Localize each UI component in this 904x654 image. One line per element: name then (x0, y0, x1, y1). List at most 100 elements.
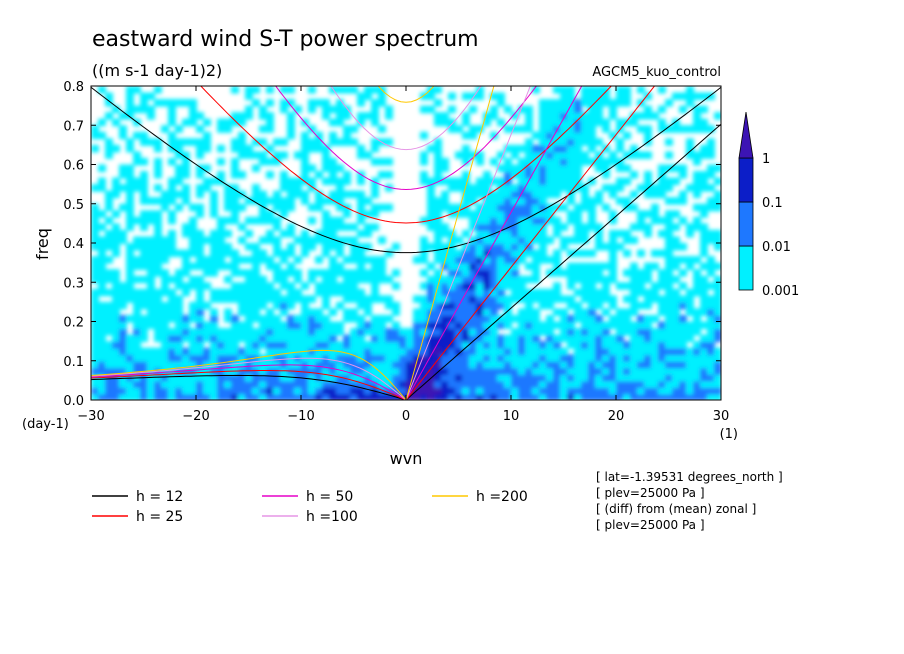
power-cell (525, 301, 533, 310)
power-cell (714, 236, 721, 244)
power-cell (553, 125, 561, 133)
power-cell (707, 367, 715, 375)
power-cell (98, 275, 106, 284)
power-cell (686, 360, 694, 369)
power-cell (329, 164, 337, 173)
power-cell (707, 171, 715, 179)
power-cell (308, 367, 316, 375)
power-cell (420, 177, 428, 186)
power-cell (546, 341, 554, 349)
power-cell (259, 125, 267, 133)
power-cell (462, 171, 470, 179)
power-cell (567, 190, 575, 199)
power-cell (714, 243, 721, 251)
power-cell (693, 112, 701, 120)
power-cell (322, 223, 330, 231)
power-cell (511, 210, 519, 218)
power-cell (511, 256, 519, 264)
power-cell (490, 354, 498, 362)
power-cell (504, 360, 512, 369)
power-cell (490, 203, 498, 212)
power-cell (469, 308, 477, 316)
power-cell (357, 288, 365, 297)
power-cell (203, 347, 211, 356)
power-cell (518, 347, 526, 356)
power-cell (469, 197, 477, 205)
power-cell (546, 295, 554, 303)
power-cell (441, 314, 449, 323)
power-cell (182, 184, 190, 192)
power-cell (98, 249, 106, 258)
power-cell (483, 314, 491, 323)
power-cell (616, 328, 624, 336)
power-cell (546, 373, 554, 382)
power-cell (91, 144, 99, 153)
power-cell (133, 341, 141, 349)
power-cell (385, 334, 393, 343)
power-cell (91, 216, 99, 225)
power-cell (112, 249, 120, 258)
power-cell (175, 354, 183, 362)
power-cell (483, 249, 491, 258)
power-cell (252, 282, 260, 290)
power-cell (518, 125, 526, 133)
power-cell (497, 373, 505, 382)
power-cell (665, 269, 673, 277)
power-cell (231, 360, 239, 369)
power-cell (427, 295, 435, 303)
power-cell (126, 295, 134, 303)
power-cell (147, 295, 155, 303)
power-cell (504, 386, 512, 395)
power-cell (581, 393, 589, 400)
power-cell (462, 112, 470, 120)
power-cell (644, 171, 652, 179)
power-cell (497, 282, 505, 290)
power-cell (140, 262, 148, 271)
power-cell (574, 236, 582, 244)
power-cell (560, 360, 568, 369)
power-cell (686, 125, 694, 133)
power-cell (294, 328, 302, 336)
power-cell (350, 373, 358, 382)
power-cell (420, 295, 428, 303)
power-cell (637, 393, 645, 400)
power-cell (490, 360, 498, 369)
power-cell (378, 334, 386, 343)
power-cell (441, 229, 449, 238)
power-cell (469, 347, 477, 356)
power-cell (371, 157, 379, 166)
power-cell (511, 190, 519, 199)
power-cell (462, 341, 470, 349)
power-cell (476, 151, 484, 159)
power-cell (385, 203, 393, 212)
power-cell (273, 203, 281, 212)
rossby-curve (91, 364, 407, 400)
power-cell (385, 105, 393, 114)
y-tick-label: 0.7 (63, 119, 84, 134)
colorbar-segment (738, 201, 754, 247)
power-cell (231, 334, 239, 343)
power-cell (595, 86, 603, 94)
power-cell (357, 328, 365, 336)
power-cell (336, 321, 344, 330)
power-cell (672, 314, 680, 323)
power-cell (252, 301, 260, 310)
power-cell (392, 301, 400, 310)
power-cell (672, 295, 680, 303)
power-cell (483, 112, 491, 120)
power-cell (483, 184, 491, 192)
power-cell (217, 295, 225, 303)
power-cell (308, 177, 316, 186)
power-cell (658, 341, 666, 349)
power-cell (196, 262, 204, 271)
power-cell (455, 380, 463, 388)
power-cell (315, 138, 323, 146)
power-cell (532, 249, 540, 258)
power-cell (469, 210, 477, 218)
power-cell (287, 262, 295, 271)
power-cell (378, 275, 386, 284)
power-cell (238, 203, 246, 212)
power-cell (665, 138, 673, 146)
power-cell (175, 334, 183, 343)
power-cell (273, 275, 281, 284)
